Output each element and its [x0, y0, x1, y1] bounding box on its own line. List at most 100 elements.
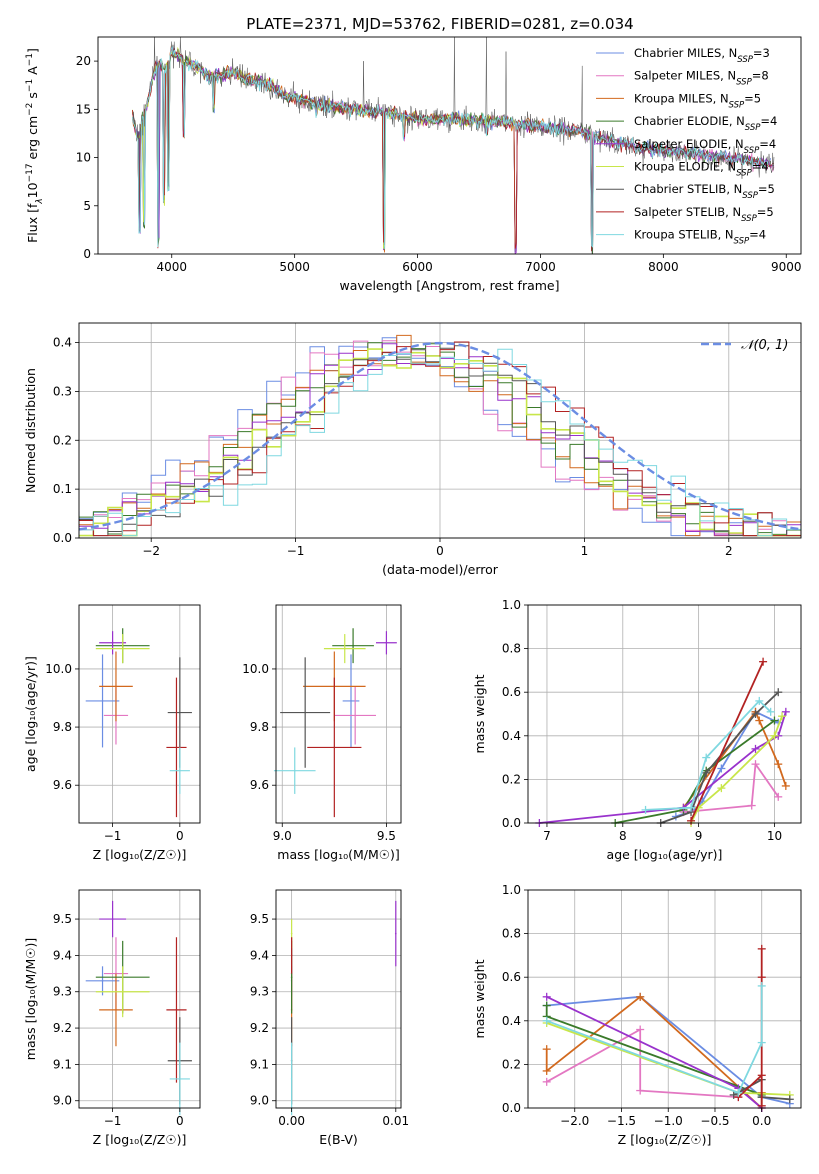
- data-point: [290, 976, 293, 978]
- spectrum-line-5: [132, 46, 516, 249]
- y-tick-label: 9.2: [53, 1021, 72, 1035]
- legend-count: =4: [749, 228, 766, 242]
- x-tick-label: 1: [581, 544, 589, 558]
- legend-count: =5: [744, 91, 761, 105]
- x-tick-label: 9: [695, 829, 703, 843]
- x-tick-label: 7000: [525, 260, 556, 274]
- y-tick-label: 9.5: [53, 912, 72, 926]
- y-tick-label: 0.2: [502, 772, 521, 786]
- legend-entry: Salpeter MILES, NSSP=8: [634, 69, 769, 88]
- panel-spectrum: 4000 5000 6000 7000 8000 9000 0 5 10 15 20 waveleng…: [25, 36, 802, 293]
- data-point: [290, 932, 293, 935]
- y-tick-label: 0.4: [502, 729, 521, 743]
- weight-line-7: [690, 661, 764, 822]
- x-tick-label: −1: [287, 544, 305, 558]
- data-point: [101, 980, 104, 982]
- legend-sub: SSP: [741, 214, 757, 224]
- x-tick-label: −0.5: [700, 1114, 729, 1128]
- x-tick-label: 0.01: [382, 1114, 409, 1128]
- y-tick-label: 0.0: [502, 816, 521, 830]
- y-tick-label: 0.6: [502, 970, 521, 984]
- y-tick-label: 1.0: [502, 598, 521, 612]
- data-point: [350, 700, 352, 702]
- x-axis-label: age [log₁₀(age/yr)]: [607, 847, 723, 862]
- x-tick-label: 0: [176, 829, 184, 843]
- legend-entry: Chabrier STELIB, NSSP=5: [634, 182, 775, 201]
- data-point: [304, 711, 306, 714]
- y-tick-label: 9.1: [250, 1057, 269, 1071]
- data-point: [111, 641, 114, 644]
- x-tick-label: −1: [104, 829, 122, 843]
- data-point: [175, 746, 178, 749]
- data-point: [115, 685, 117, 688]
- panel-mass-vs-ebv: 0.00 0.01 9.0 9.1 9.2 9.3 9.4 9.5 E(B-V): [250, 889, 409, 1147]
- y-tick-label: 9.0: [53, 1094, 72, 1108]
- x-tick-label: 8000: [648, 260, 679, 274]
- y-tick-label: 9.3: [250, 985, 269, 999]
- legend-entry: Kroupa MILES, NSSP=5: [634, 91, 761, 110]
- y-tick-label: 15: [76, 102, 91, 116]
- legend-entry: Chabrier MILES, NSSP=3: [634, 46, 770, 65]
- y-tick-label: 9.6: [53, 778, 72, 792]
- y-axis-label-part: s: [25, 92, 40, 103]
- y-axis-label-part: ]: [25, 48, 40, 53]
- axes-frame: [78, 889, 201, 1109]
- data-point: [115, 1009, 117, 1011]
- weight-line-1: [546, 1028, 739, 1098]
- x-tick-label: 0.0: [752, 1114, 771, 1128]
- y-tick-label: 0.2: [53, 433, 72, 447]
- y-tick-label: 0.3: [53, 384, 72, 398]
- legend-sub: SSP: [742, 191, 758, 201]
- legend-label: Kroupa ELODIE, N: [634, 160, 736, 174]
- weight-line-3: [615, 719, 776, 824]
- legend-sub: SSP: [744, 146, 760, 156]
- x-axis-label: E(B-V): [319, 1132, 358, 1147]
- y-axis-label-part: −1: [25, 79, 35, 92]
- y-axis-label: mass weight: [472, 959, 487, 1038]
- y-tick-label: 9.2: [250, 1021, 269, 1035]
- x-tick-label: −1.0: [654, 1114, 683, 1128]
- weight-line-8: [546, 985, 763, 1094]
- y-axis-label-part: 10: [25, 182, 40, 198]
- legend-sub: SSP: [729, 100, 745, 110]
- y-tick-label: 0.4: [53, 336, 72, 350]
- y-tick-label: 9.8: [53, 720, 72, 734]
- legend-sub: SSP: [737, 55, 753, 65]
- y-axis-label: age [log₁₀(age/yr)]: [23, 656, 38, 772]
- x-tick-label: −2: [142, 544, 160, 558]
- x-tick-label: 4000: [156, 260, 187, 274]
- y-tick-label: 0.8: [502, 642, 521, 656]
- panel-residual-histogram: −2 −1 0 1 2 0.0 0.1 0.2 0.3 0.4 (data-model)/error…: [23, 322, 802, 577]
- y-tick-label: 9.8: [250, 720, 269, 734]
- y-tick-label: 9.4: [53, 948, 72, 962]
- legend-label: Chabrier ELODIE, N: [634, 114, 745, 128]
- data-point: [121, 647, 124, 650]
- axes-frame: [275, 604, 402, 824]
- axes-frame: [78, 604, 201, 824]
- x-tick-label: 2: [725, 544, 733, 558]
- y-tick-label: 9.0: [250, 1094, 269, 1108]
- normal-curve: [78, 341, 802, 531]
- x-tick-label: 10: [767, 829, 782, 843]
- y-axis-label-part: A: [25, 66, 40, 79]
- axes-frame: [527, 604, 802, 824]
- legend-sub: SSP: [734, 237, 750, 247]
- data-point: [111, 918, 114, 920]
- figure-title: PLATE=2371, MJD=53762, FIBERID=0281, z=0…: [246, 15, 633, 33]
- y-tick-label: 0: [83, 247, 91, 261]
- spectrum-line-2: [132, 45, 592, 253]
- data-point: [175, 1009, 178, 1011]
- legend-label: Kroupa STELIB, N: [634, 228, 734, 242]
- panel-weight-vs-z: −2.0 −1.5 −1.0 −0.5 0.0 0.0 0.2 0.4 0.6 0.8 1.0 Z […: [472, 883, 802, 1147]
- y-axis-label-part: −2: [25, 103, 35, 116]
- legend-entry: Salpeter ELODIE, NSSP=4: [634, 137, 776, 156]
- x-tick-label: 9.5: [377, 829, 396, 843]
- spectrum-line-8: [132, 46, 769, 250]
- y-axis-label-part: −1: [25, 53, 35, 66]
- axes-frame: [527, 889, 802, 1109]
- x-axis-label: Z [log₁₀(Z/Z☉)]: [618, 1132, 712, 1147]
- x-axis-label: wavelength [Angstrom, rest frame]: [339, 278, 559, 293]
- axes-frame: [97, 36, 802, 255]
- data-point: [352, 644, 354, 647]
